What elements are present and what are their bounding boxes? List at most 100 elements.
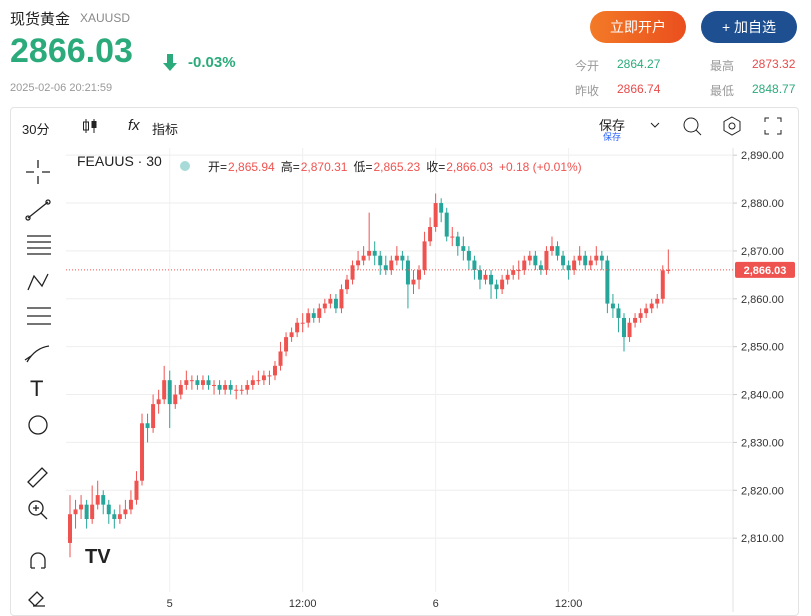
candle-body: [538, 265, 543, 271]
y-tick-label: 2,880.00: [741, 198, 784, 210]
legend-value: 2,870.31: [301, 160, 348, 174]
candle-body: [206, 380, 211, 385]
candle-body: [577, 255, 582, 261]
candle-body: [527, 255, 532, 261]
y-tick-label: 2,830.00: [741, 437, 784, 449]
candle-body: [494, 284, 499, 290]
candle-body: [184, 380, 189, 385]
candle-body: [616, 308, 621, 318]
toolbar-icons[interactable]: [645, 115, 795, 137]
drawing-toolbar[interactable]: T: [11, 148, 63, 613]
candle-body: [339, 289, 344, 309]
y-tick-label: 2,840.00: [741, 390, 784, 402]
candle-body: [333, 298, 338, 309]
candle-body: [101, 495, 106, 505]
candle-body: [599, 255, 604, 261]
candle-body: [433, 203, 438, 227]
candle-body: [439, 203, 444, 213]
candle-body: [151, 404, 156, 429]
interval-button[interactable]: 30分: [22, 122, 50, 137]
candle-body: [162, 380, 167, 400]
candle-body: [356, 260, 361, 266]
candle-body: [472, 260, 477, 271]
change: -0.03%: [188, 54, 236, 71]
x-tick-label: 12:00: [289, 598, 317, 610]
down-arrow: [163, 54, 177, 71]
candle-body: [212, 384, 217, 386]
candle-body: [511, 270, 516, 275]
save-sub: 保存: [603, 132, 622, 142]
candle-body: [561, 255, 566, 266]
candle-body: [378, 255, 383, 266]
candle-body: [250, 380, 255, 385]
candle-body: [123, 509, 128, 515]
candle-body: [411, 279, 416, 285]
open-account-button[interactable]: 立即开户: [590, 11, 686, 43]
candle-body: [156, 399, 161, 405]
candle-body: [633, 317, 638, 323]
indicators-button[interactable]: 指标: [152, 122, 179, 137]
stat-value: 2848.77: [752, 82, 796, 96]
save-button[interactable]: 保存: [599, 118, 626, 133]
candle-body: [300, 322, 305, 324]
candle-body: [466, 250, 471, 261]
add-watch-button[interactable]: + 加自选: [701, 11, 797, 43]
candle-body: [306, 313, 311, 323]
last-price-label: 2,866.03: [744, 265, 787, 277]
candle-body: [572, 260, 577, 271]
candle-body: [644, 308, 649, 314]
candle-body: [483, 274, 488, 280]
candle-body: [73, 509, 78, 515]
y-tick-label: 2,810.00: [741, 533, 784, 545]
y-tick-label: 2,820.00: [741, 485, 784, 497]
candle-body: [278, 351, 283, 366]
candle-body: [666, 269, 671, 271]
candle-body: [594, 255, 599, 261]
candle-body: [117, 514, 122, 520]
candle-body: [544, 250, 549, 271]
candle-body: [522, 260, 527, 271]
candle-body: [239, 389, 244, 391]
candle-body: [178, 384, 183, 395]
candle-body: [261, 375, 266, 381]
candle-body: [588, 260, 593, 266]
timestamp: 2025-02-06 20:21:59: [10, 82, 113, 94]
candle-body: [660, 270, 665, 299]
candle-body: [417, 270, 422, 280]
candle-body: [217, 384, 222, 390]
y-tick-label: 2,860.00: [741, 294, 784, 306]
candle-body: [455, 236, 460, 247]
candle-body: [289, 332, 294, 338]
candle-body: [405, 260, 410, 285]
candle-body: [128, 499, 133, 510]
legend-label: 低=: [353, 160, 372, 174]
candle-body: [489, 274, 494, 285]
last-price-box: [735, 261, 795, 278]
candle-body: [234, 389, 239, 391]
status-dot: [180, 161, 190, 171]
candle-body: [272, 365, 277, 376]
candle-body: [140, 423, 145, 481]
candle-body: [505, 274, 510, 280]
candle-body: [79, 504, 84, 510]
stat-label: 最低: [710, 84, 735, 98]
candle-body: [367, 250, 372, 256]
candle-body: [533, 255, 538, 266]
candle-body: [422, 241, 427, 271]
candle-body: [134, 480, 139, 500]
candle-body: [317, 308, 322, 318]
stat-label: 昨收: [575, 84, 600, 98]
stat-value: 2873.32: [752, 57, 796, 71]
candle-body: [655, 298, 660, 304]
symbol: XAUUSD: [80, 11, 131, 25]
candle-body: [200, 380, 205, 385]
candle-body: [516, 270, 521, 272]
y-tick-label: 2,890.00: [741, 150, 784, 162]
tv-logo: TV: [85, 546, 111, 568]
candle-body: [345, 279, 349, 290]
legend-label: 开=: [208, 160, 227, 174]
candle-type-button[interactable]: [80, 116, 100, 136]
candle-body: [350, 265, 355, 280]
